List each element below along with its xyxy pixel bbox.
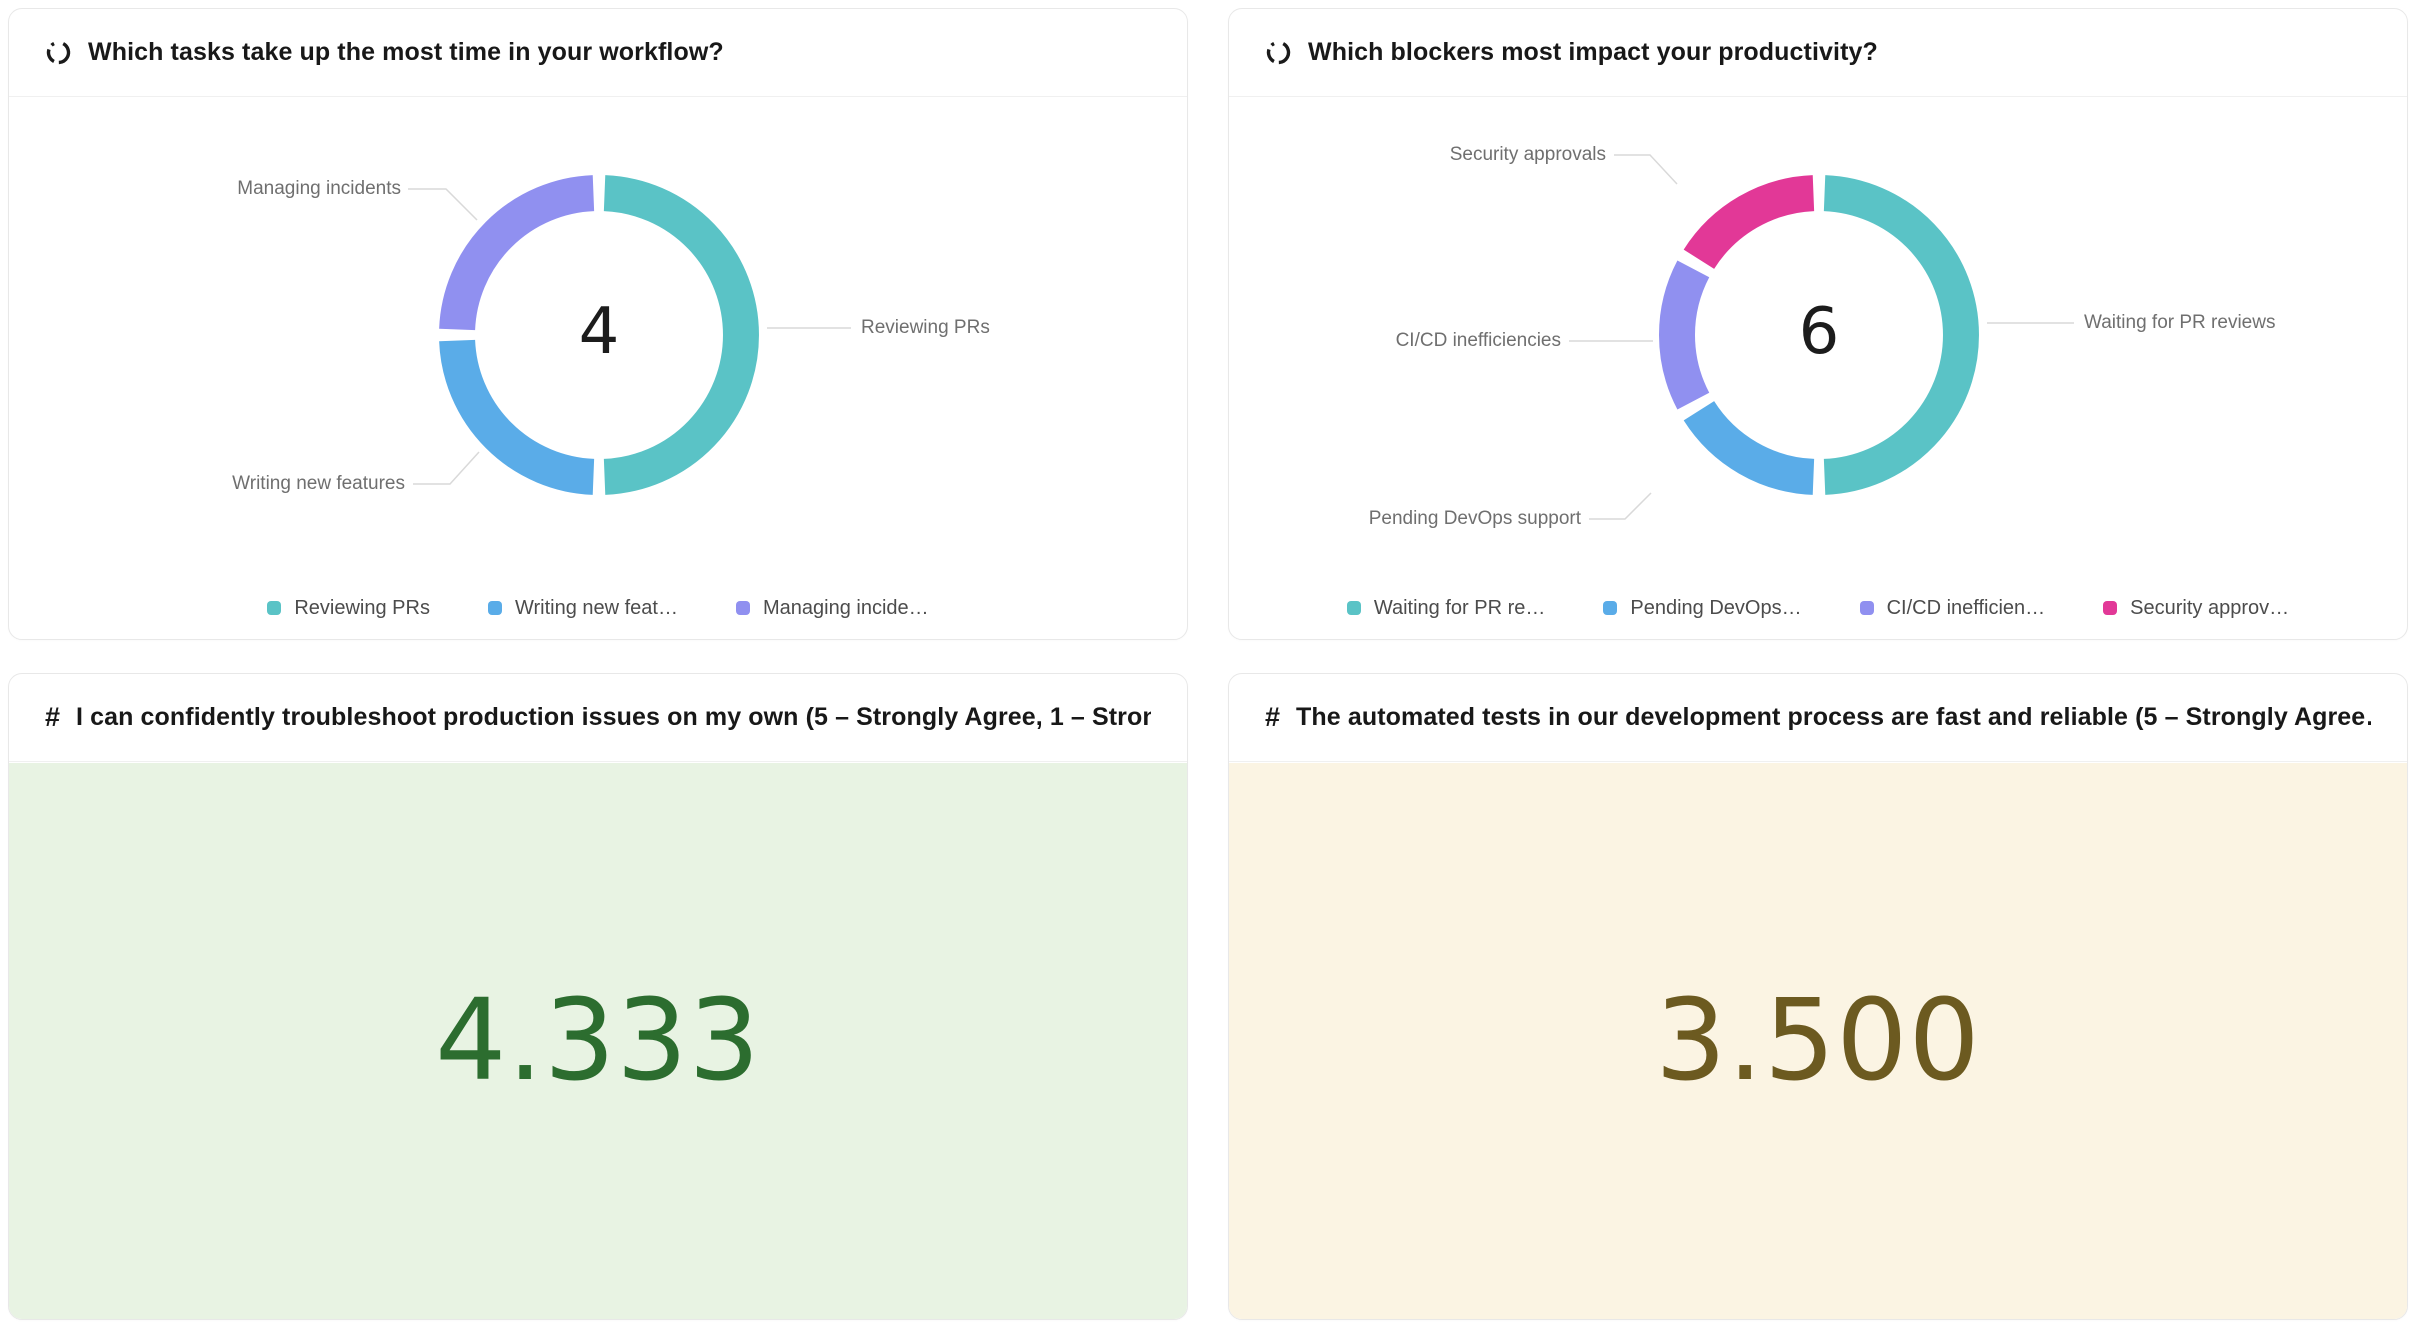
legend-item[interactable]: Managing incide… xyxy=(735,596,929,620)
callout-line xyxy=(1589,492,1652,520)
callout-label: Pending DevOps support xyxy=(1368,508,1581,529)
donut-segment[interactable] xyxy=(603,175,759,495)
card-troubleshoot-score: # I can confidently troubleshoot product… xyxy=(8,673,1188,1320)
card-blockers-donut: Which blockers most impact your producti… xyxy=(1228,8,2408,640)
donut-chart: Security approvals CI/CD inefficiencies … xyxy=(1229,97,2409,577)
callout-label: CI/CD inefficiencies xyxy=(1395,330,1561,351)
metric-value: 3.500 xyxy=(1655,976,1981,1106)
donut-chart-icon xyxy=(46,40,71,65)
callout-label: Managing incidents xyxy=(237,178,401,199)
card-header: # The automated tests in our development… xyxy=(1229,674,2407,762)
legend-label: CI/CD inefficien… xyxy=(1886,596,2046,619)
donut-center-total: 4 xyxy=(578,295,620,369)
metric-panel: 4.333 xyxy=(9,763,1187,1319)
donut-segment[interactable] xyxy=(1823,175,1979,495)
donut-segment[interactable] xyxy=(439,175,595,331)
card-workflow-time-donut: Which tasks take up the most time in you… xyxy=(8,8,1188,640)
legend-swatch xyxy=(735,601,750,615)
card-header: # I can confidently troubleshoot product… xyxy=(9,674,1187,762)
card-header: Which tasks take up the most time in you… xyxy=(9,9,1187,97)
card-title: Which tasks take up the most time in you… xyxy=(88,38,724,66)
legend-item[interactable]: Security approv… xyxy=(2103,597,2289,620)
legend-item[interactable]: CI/CD inefficien… xyxy=(1859,596,2046,620)
metric-panel: 3.500 xyxy=(1229,763,2407,1319)
hash-icon: # xyxy=(1265,702,1281,732)
legend-swatch xyxy=(1346,601,1361,615)
legend-label: Writing new feat… xyxy=(514,596,678,619)
callout-line xyxy=(413,451,480,485)
metric-value: 4.333 xyxy=(435,976,761,1106)
legend-label: Reviewing PRs xyxy=(294,596,430,619)
callout-line xyxy=(408,188,478,221)
legend-swatch xyxy=(2103,601,2118,615)
card-automated-tests-score: # The automated tests in our development… xyxy=(1228,673,2408,1320)
legend-swatch xyxy=(487,601,502,615)
hash-icon: # xyxy=(45,702,61,732)
legend-item[interactable]: Writing new feat… xyxy=(487,596,678,620)
donut-segment[interactable] xyxy=(1683,175,1815,270)
legend-label: Managing incide… xyxy=(762,596,929,619)
card-title: The automated tests in our development p… xyxy=(1296,703,2371,731)
donut-segment[interactable] xyxy=(1659,260,1710,410)
callout-label: Waiting for PR reviews xyxy=(2084,312,2276,333)
legend-item[interactable]: Reviewing PRs xyxy=(267,597,430,620)
donut-center-total: 6 xyxy=(1798,295,1840,369)
legend-item[interactable]: Waiting for PR re… xyxy=(1346,596,1546,620)
donut-chart: Managing incidents Reviewing PRs Writing… xyxy=(9,97,1189,577)
donut-segment[interactable] xyxy=(1683,400,1815,495)
callout-label: Security approvals xyxy=(1449,144,1606,165)
donut-chart-icon xyxy=(1266,40,1291,65)
card-header: Which blockers most impact your producti… xyxy=(1229,9,2407,97)
donut-segment[interactable] xyxy=(439,339,595,495)
callout-label: Writing new features xyxy=(232,473,405,494)
legend-label: Security approv… xyxy=(2130,596,2290,619)
legend-label: Pending DevOps… xyxy=(1630,596,1802,619)
legend-swatch xyxy=(1859,601,1874,615)
callout-line xyxy=(1614,154,1678,185)
chart-legend: Reviewing PRs Writing new feat… Managing i… xyxy=(9,577,1187,639)
chart-legend: Waiting for PR re… Pending DevOps… CI/CD i… xyxy=(1229,577,2407,639)
card-title: I can confidently troubleshoot productio… xyxy=(76,703,1151,731)
callout-label: Reviewing PRs xyxy=(861,317,990,338)
legend-label: Waiting for PR re… xyxy=(1373,596,1546,619)
card-title: Which blockers most impact your producti… xyxy=(1308,38,1878,66)
legend-item[interactable]: Pending DevOps… xyxy=(1603,596,1802,620)
legend-swatch xyxy=(1603,601,1618,615)
legend-swatch xyxy=(267,601,282,615)
